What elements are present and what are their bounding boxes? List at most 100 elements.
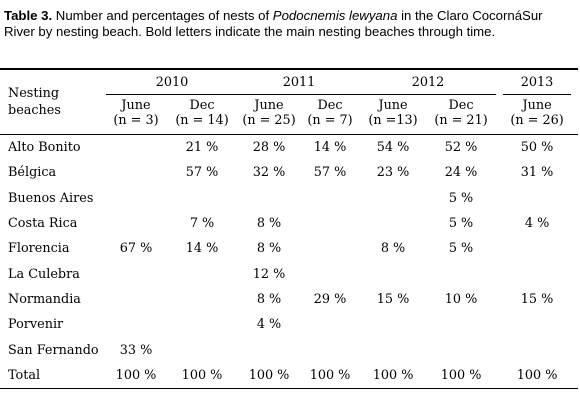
- table-cell: 28 %: [252, 140, 286, 156]
- table-cell: 8 %: [256, 291, 282, 307]
- beach-name: Florencia: [8, 241, 70, 257]
- table-cell: 4 %: [524, 216, 550, 232]
- table-cell: 100 %: [360, 362, 427, 389]
- table-cell: [426, 312, 496, 337]
- beach-name: Bélgica: [8, 165, 57, 181]
- table-row: Buenos Aires 5 %: [0, 186, 578, 211]
- nesting-beaches-header: Nesting beaches: [0, 69, 106, 135]
- table-cell: [360, 186, 426, 211]
- table-cell: 5 %: [448, 190, 474, 206]
- table-cell: [238, 337, 300, 362]
- table-cell: [426, 261, 496, 286]
- table-row: La Culebra 12 %: [0, 261, 578, 286]
- table-row: Costa Rica 7 % 8 % 5 % 4 %: [0, 211, 578, 236]
- table-caption: Table 3. Number and percentages of nests…: [4, 8, 574, 40]
- table-cell: [300, 337, 360, 362]
- year-2010-header: 2010: [106, 69, 239, 96]
- caption-label: Table 3.: [4, 8, 53, 23]
- table-row: Alto Bonito 21 % 28 % 14 % 54 % 52 % 50 …: [0, 135, 578, 161]
- caption-species: Podocnemis lewyana: [272, 8, 398, 23]
- table-cell: 5 %: [448, 216, 474, 232]
- table-cell: 29 %: [313, 291, 347, 307]
- period-header-row: June (n = 3) Dec (n = 14) June (n = 25) Dec…: [0, 96, 579, 135]
- table-cell: [360, 211, 426, 236]
- beach-name: Porvenir: [8, 317, 64, 333]
- period-header-cell: Dec (n = 21): [426, 96, 497, 135]
- caption-text-before: Number and percentages of nests of: [52, 8, 273, 23]
- nests-table: Nesting beaches 2010 2011 2012 2013 June…: [0, 68, 579, 389]
- table-cell: [238, 186, 300, 211]
- table-cell: 8 %: [256, 241, 282, 257]
- table-cell: 12 %: [252, 266, 286, 282]
- table-cell: 14 %: [313, 140, 347, 156]
- year-header-row: Nesting beaches 2010 2011 2012 2013: [0, 69, 578, 135]
- table-cell: [360, 261, 426, 286]
- table-cell: 7 %: [189, 216, 215, 232]
- table-cell: 8 %: [380, 241, 406, 257]
- table-cell: 5 %: [448, 241, 474, 257]
- table-cell: [106, 160, 166, 185]
- total-label: Total: [0, 362, 106, 389]
- table-cell: 21 %: [185, 140, 219, 156]
- table-cell: [496, 337, 578, 362]
- table-cell: 100 %: [300, 362, 361, 389]
- beach-name: La Culebra: [8, 266, 80, 282]
- table-cell: 33 %: [119, 342, 153, 358]
- table-cell: 57 %: [313, 165, 347, 181]
- table-cell: [426, 337, 496, 362]
- table-cell: [106, 261, 166, 286]
- table-cell: 67 %: [119, 241, 153, 257]
- table-row: San Fernando 33 %: [0, 337, 578, 362]
- year-2012-header: 2012: [360, 69, 497, 96]
- table-cell: [496, 186, 578, 211]
- table-cell: [106, 135, 166, 161]
- table-cell: 54 %: [376, 140, 410, 156]
- table-cell: [166, 287, 238, 312]
- table-row: Bélgica 57 % 32 % 57 % 23 % 24 % 31 %: [0, 160, 578, 185]
- table-cell: [300, 261, 360, 286]
- table-cell: 100 %: [238, 362, 301, 389]
- table-cell: [496, 236, 578, 261]
- table-cell: 8 %: [256, 216, 282, 232]
- table-cell: 15 %: [520, 291, 554, 307]
- table-cell: [106, 312, 166, 337]
- table-cell: 100 %: [106, 362, 166, 389]
- beach-name: Normandia: [8, 291, 81, 307]
- year-2013-header: 2013: [496, 69, 578, 96]
- table-cell: [300, 236, 360, 261]
- table-cell: [496, 312, 578, 337]
- beach-name: Alto Bonito: [8, 140, 81, 156]
- period-header-cell: June (n =13): [360, 96, 427, 135]
- table-cell: [166, 337, 238, 362]
- table-cell: 50 %: [520, 140, 554, 156]
- table-cell: 100 %: [426, 362, 497, 389]
- table-row: Porvenir 4 %: [0, 312, 578, 337]
- beach-name: Buenos Aires: [8, 190, 94, 206]
- table-cell: 52 %: [444, 140, 478, 156]
- beach-name: Costa Rica: [8, 216, 78, 232]
- table-cell: 24 %: [444, 165, 478, 181]
- table-cell: 31 %: [520, 165, 554, 181]
- table-row: Florencia 67 % 14 % 8 % 8 % 5 %: [0, 236, 578, 261]
- table-cell: 32 %: [252, 165, 286, 181]
- table-cell: 57 %: [185, 165, 219, 181]
- table-cell: [166, 312, 238, 337]
- table-cell: 10 %: [444, 291, 478, 307]
- table-cell: [166, 261, 238, 286]
- table-cell: [300, 211, 360, 236]
- table-cell: [106, 287, 166, 312]
- table-cell: [360, 337, 426, 362]
- table-cell: [360, 312, 426, 337]
- table-cell: 100 %: [166, 362, 239, 389]
- table-cell: [106, 211, 166, 236]
- period-header-cell: Dec (n = 14): [166, 96, 239, 135]
- table-container: Nesting beaches 2010 2011 2012 2013 June…: [0, 68, 580, 389]
- period-header-cell: Dec (n = 7): [300, 96, 361, 135]
- table-cell: 23 %: [376, 165, 410, 181]
- period-header-cell: June (n = 3): [106, 96, 166, 135]
- table-cell: [106, 186, 166, 211]
- table-cell: 4 %: [256, 317, 282, 333]
- period-header-cell: June (n = 25): [238, 96, 301, 135]
- table-cell: [166, 186, 238, 211]
- table-cell: 15 %: [376, 291, 410, 307]
